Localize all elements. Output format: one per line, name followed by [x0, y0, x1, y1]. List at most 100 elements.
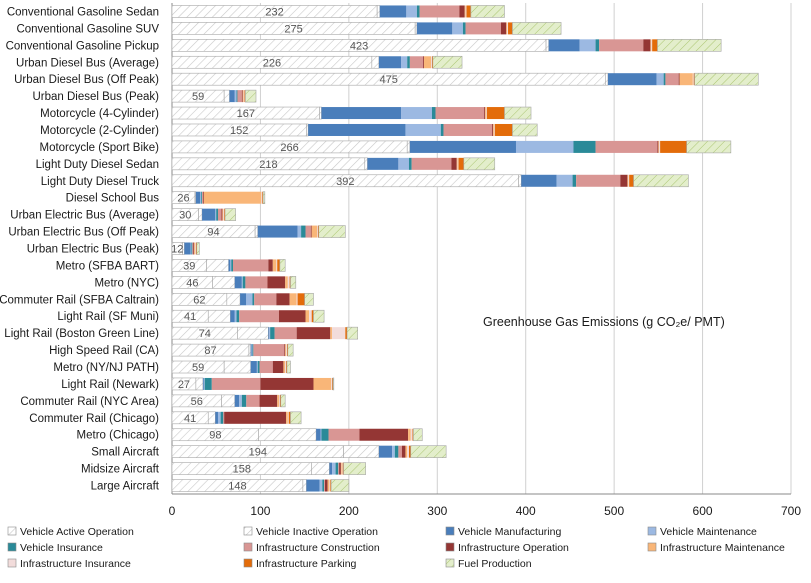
- bar-segment: [485, 107, 486, 120]
- bar-segment: [484, 107, 486, 120]
- bar-segment: [234, 310, 237, 323]
- category-label: Commuter Rail (SFBA Caltrain): [0, 294, 159, 306]
- bar-segment: [301, 225, 306, 238]
- x-tick-label: 400: [516, 504, 536, 518]
- bar-segment: [309, 310, 312, 323]
- bar-segment: [657, 140, 659, 153]
- bar-segment: [289, 293, 297, 306]
- bar-segment: [226, 292, 241, 306]
- bar-segment: [412, 428, 414, 441]
- bar-segment: [311, 310, 314, 323]
- bar-segment: [253, 344, 285, 357]
- bar-segment: [207, 309, 231, 323]
- bar-segment: [196, 242, 200, 255]
- bar-segment: [470, 5, 505, 18]
- bar-segment: [286, 411, 288, 424]
- data-label: 39: [183, 260, 195, 272]
- bar-segment: [650, 39, 652, 52]
- bar-segment: [285, 276, 288, 289]
- bar-segment: [411, 157, 452, 170]
- bar-segment: [424, 56, 432, 69]
- bar-segment: [228, 259, 231, 272]
- bar-segment: [512, 22, 562, 35]
- bar-segment: [686, 140, 732, 154]
- category-label: Light Duty Diesel Sedan: [36, 159, 159, 171]
- legend-label: Vehicle Active Operation: [20, 526, 134, 538]
- bar-segment: [311, 225, 318, 238]
- bar-segment: [678, 73, 680, 86]
- bar-segment: [492, 123, 494, 136]
- bar-segment: [456, 157, 458, 170]
- bar-segment: [346, 326, 358, 340]
- bar-segment: [287, 411, 289, 424]
- legend-label: Infrastructure Construction: [256, 542, 380, 554]
- category-label: Midsize Aircraft: [81, 464, 160, 476]
- bar-segment: [302, 479, 307, 492]
- bar-segment: [332, 327, 346, 340]
- bar-segment: [223, 208, 225, 221]
- bar-segment: [321, 107, 402, 120]
- bar-segment: [251, 344, 253, 357]
- bar-segment: [464, 5, 466, 18]
- data-label: 46: [186, 277, 198, 289]
- data-label: 158: [233, 464, 251, 476]
- category-label: Urban Electric Bus (Peak): [27, 244, 159, 256]
- bar-segment: [287, 276, 290, 289]
- bar-segment: [463, 157, 496, 171]
- bar-segment: [423, 56, 425, 69]
- bar-segment: [248, 343, 252, 357]
- bar-segment: [244, 90, 246, 103]
- bar-segment: [305, 310, 310, 323]
- bar-segment: [692, 73, 694, 86]
- category-label: Motorcycle (2-Cylinder): [40, 125, 159, 137]
- bar-segment: [193, 242, 195, 255]
- bar-segment: [332, 377, 335, 391]
- bar-segment: [260, 377, 314, 390]
- data-label: 218: [259, 159, 277, 171]
- bar-segment: [237, 90, 242, 103]
- bar-segment: [330, 479, 332, 492]
- bar-segment: [643, 39, 651, 52]
- bar-segment: [406, 140, 411, 154]
- bar-segment: [317, 225, 318, 238]
- category-label: Commuter Rail (NYC Area): [20, 396, 159, 408]
- bar-segment: [234, 276, 242, 289]
- bar-segment: [405, 123, 441, 136]
- bar-segment: [451, 157, 457, 170]
- bar-segment: [492, 123, 493, 136]
- legend-label: Infrastructure Operation: [458, 542, 569, 554]
- bar-segment: [371, 55, 380, 69]
- bar-segment: [283, 361, 286, 374]
- bar-segment: [332, 462, 336, 475]
- bar-segment: [431, 56, 432, 69]
- bar-segment: [409, 56, 424, 69]
- data-label: 475: [379, 74, 397, 86]
- bar-segment: [297, 225, 302, 238]
- x-tick-label: 200: [339, 504, 359, 518]
- bar-segment: [237, 326, 269, 340]
- bar-segment: [224, 208, 236, 221]
- bar-segment: [239, 310, 279, 323]
- legend-swatch: [647, 542, 657, 552]
- legend-swatch: [445, 526, 455, 536]
- bar-segment: [192, 242, 194, 255]
- bar-segment: [252, 293, 255, 306]
- bar-segment: [413, 428, 423, 442]
- bar-segment: [493, 123, 495, 136]
- bar-segment: [599, 39, 644, 52]
- bar-segment: [515, 140, 574, 153]
- bar-segment: [243, 90, 245, 103]
- bar-segment: [319, 106, 322, 120]
- data-label: 41: [184, 311, 196, 323]
- bar-segment: [231, 259, 234, 272]
- bar-segment: [200, 191, 202, 204]
- bar-segment: [398, 445, 402, 458]
- bar-segment: [694, 72, 759, 86]
- bar-segment: [521, 174, 557, 187]
- bar-segment: [203, 191, 262, 204]
- bar-segment: [262, 191, 264, 204]
- bar-segment: [261, 191, 263, 204]
- bar-segment: [246, 394, 260, 407]
- bar-segment: [462, 22, 466, 35]
- bar-segment: [512, 123, 538, 137]
